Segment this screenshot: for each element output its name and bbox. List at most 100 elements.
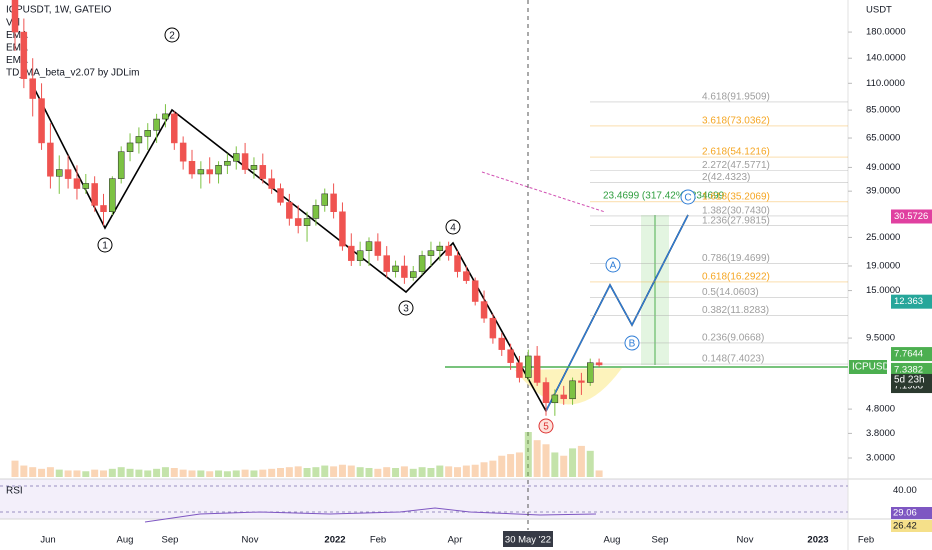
price-tag (891, 209, 932, 224)
volume-bar (445, 466, 453, 477)
volume-bar (427, 468, 435, 477)
candle-body (595, 362, 603, 366)
candle-body (463, 271, 470, 281)
fib-label: 2.618(54.1216) (702, 147, 770, 158)
fib-label: 0.382(11.8283) (702, 305, 769, 316)
candle-body (330, 193, 337, 212)
candle-body (560, 394, 567, 400)
candle-body (303, 218, 311, 226)
legend-line: EMA (6, 30, 28, 41)
volume-bar (170, 468, 178, 477)
y-tick-label: 4.8000 (866, 404, 895, 415)
wave-label: 1 (102, 241, 108, 252)
candle-body (578, 380, 585, 383)
legend-line: EMA (6, 55, 28, 66)
volume-bar (108, 468, 116, 477)
volume-bar (241, 469, 249, 477)
time-label: Aug (604, 535, 621, 546)
wave-marker (164, 27, 180, 43)
cup-shape (515, 368, 622, 405)
volume-bar (515, 452, 523, 477)
candle-body (215, 165, 222, 175)
y-tick-label: 3.8000 (866, 428, 895, 439)
volume-bar (126, 468, 134, 477)
price-tag (891, 294, 932, 309)
volume-bar (232, 470, 240, 477)
volume-bar (188, 470, 196, 477)
volume-bar (392, 468, 400, 477)
projection-marker (680, 189, 696, 205)
rsi-line (144, 507, 597, 523)
volume-bar (462, 465, 470, 477)
candle-body (401, 265, 408, 278)
volume-bar (294, 466, 302, 477)
candle-body (268, 178, 275, 189)
candle-body (418, 255, 426, 272)
volume-bar (356, 467, 364, 477)
candle-body (533, 355, 541, 383)
candle-body (507, 349, 514, 363)
candle-body (277, 188, 284, 203)
volume-bar (436, 465, 444, 477)
wave-marker (97, 237, 113, 253)
candle-body (480, 301, 488, 319)
candle-body (427, 250, 435, 256)
rsi-label: RSI (6, 486, 23, 497)
volume-bar (507, 454, 515, 477)
symbol-box (849, 360, 887, 374)
wave-marker (538, 418, 554, 434)
fib-label: 0.618(16.2922) (702, 272, 770, 283)
wave-label: 2 (169, 31, 175, 42)
candle-body (286, 202, 293, 219)
y-tick-label: 180.0000 (866, 27, 906, 38)
candle-body (197, 169, 205, 175)
volume-bar (454, 467, 461, 477)
volume-bar (586, 450, 594, 477)
candle-body (135, 136, 143, 144)
projection-marker (605, 257, 621, 273)
wave-label: 5 (543, 422, 549, 433)
rsi-tag-label: 29.06 (893, 508, 917, 519)
volume-bar (489, 460, 497, 477)
volume-bar (542, 444, 550, 477)
candle-body (365, 241, 373, 251)
time-label: Jun (40, 535, 55, 546)
candle-body (250, 165, 258, 170)
price-tag-label: 7.7644 (894, 349, 923, 360)
projection-label: C (684, 193, 691, 204)
projection-marker (624, 335, 640, 351)
time-label: 30 May '22 (505, 535, 551, 546)
candle-body (410, 271, 417, 278)
time-label: Feb (370, 535, 386, 546)
candle-body (241, 153, 249, 170)
rsi-tick-label: 40.00 (893, 485, 917, 496)
candle-body (153, 118, 160, 131)
volume-bar (577, 445, 585, 477)
volume-bar (365, 468, 373, 477)
legend-line: EMA (6, 43, 28, 54)
volume-bar (277, 468, 284, 477)
volume-bar (569, 448, 577, 477)
y-tick-label: 9.5000 (866, 333, 895, 344)
volume-bar (400, 466, 408, 477)
volume-bar (100, 470, 107, 477)
volume-bar (11, 460, 19, 477)
fib-label: 0.148(7.4023) (702, 354, 764, 365)
candle-body (445, 245, 452, 256)
volume-bar (524, 432, 532, 477)
volume-bar (215, 470, 223, 477)
candle-body (100, 205, 107, 212)
measure-label: 23.4699 (317.42%) 234699 (603, 191, 725, 202)
volume-bar (595, 470, 603, 477)
volume-bar (20, 465, 28, 477)
wave-label: 4 (450, 223, 456, 234)
y-tick-label: 39.0000 (866, 186, 900, 197)
time-label: Sep (162, 535, 179, 546)
price-tag (891, 362, 932, 377)
projection-path (545, 214, 689, 412)
candle-body (29, 78, 36, 99)
countdown-label: 5d 23h (894, 375, 925, 386)
fib-label: 3.618(73.0362) (702, 116, 770, 127)
candle-body (374, 241, 382, 256)
